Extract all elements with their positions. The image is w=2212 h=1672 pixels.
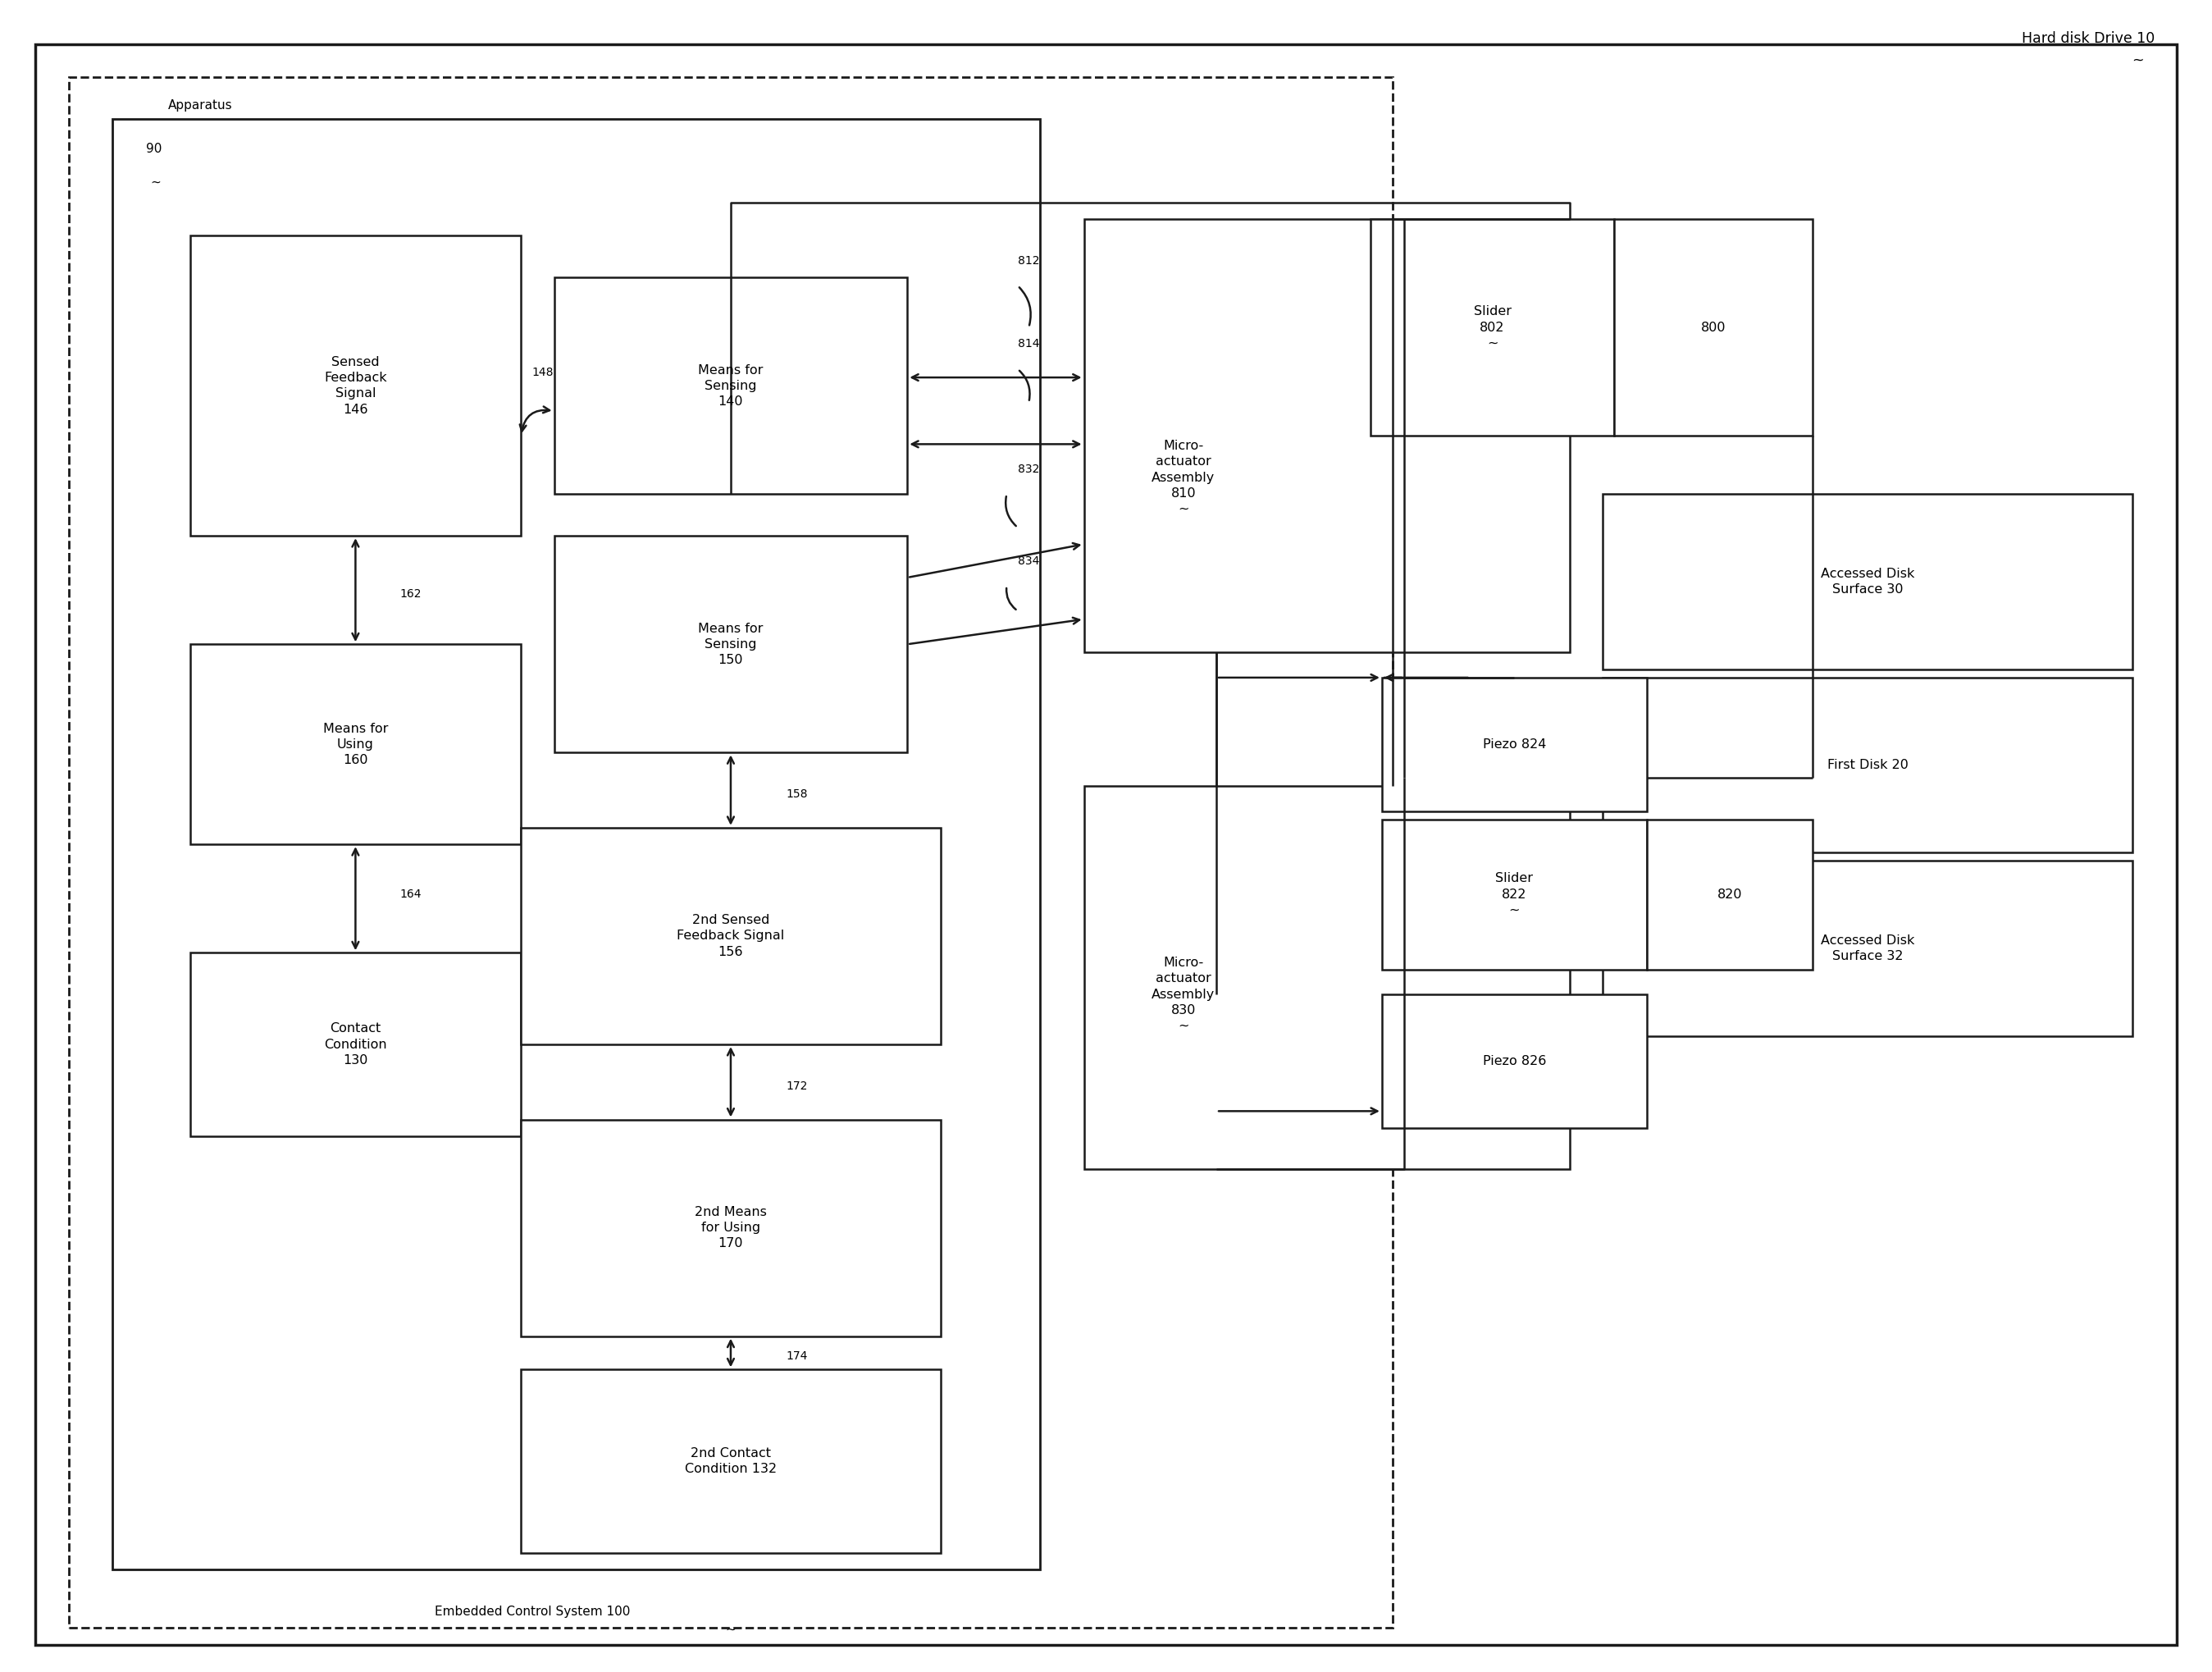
Bar	[522, 1369, 940, 1553]
Bar	[1084, 786, 1571, 1169]
Text: 158: 158	[785, 789, 807, 801]
Bar	[190, 953, 522, 1137]
Text: Piezo 826: Piezo 826	[1482, 1055, 1546, 1067]
Text: 820: 820	[1717, 888, 1743, 901]
Text: 172: 172	[785, 1080, 807, 1092]
Text: 2nd Contact
Condition 132: 2nd Contact Condition 132	[686, 1448, 776, 1475]
Text: 164: 164	[400, 888, 422, 900]
Bar	[190, 644, 522, 844]
Bar	[1604, 861, 2132, 1037]
Bar	[190, 236, 522, 535]
Text: 814: 814	[1018, 338, 1040, 349]
Text: Contact
Condition
130: Contact Condition 130	[323, 1023, 387, 1067]
Bar	[1382, 995, 1646, 1129]
Text: ~: ~	[726, 1624, 737, 1635]
Bar	[555, 278, 907, 495]
Text: Means for
Using
160: Means for Using 160	[323, 722, 387, 766]
Text: 2nd Means
for Using
170: 2nd Means for Using 170	[695, 1206, 768, 1249]
Text: 174: 174	[785, 1351, 807, 1363]
Text: 162: 162	[400, 589, 422, 600]
Text: 832: 832	[1018, 463, 1040, 475]
Text: Piezo 824: Piezo 824	[1482, 737, 1546, 751]
Text: ~: ~	[150, 176, 161, 189]
Text: Apparatus: Apparatus	[168, 100, 232, 112]
Bar	[1604, 495, 2132, 669]
Bar	[1615, 219, 1812, 436]
Text: 148: 148	[533, 366, 553, 378]
Bar	[1382, 677, 1646, 811]
Text: ~: ~	[2132, 54, 2143, 69]
Text: 834: 834	[1018, 555, 1040, 567]
Text: Micro-
actuator
Assembly
830
~: Micro- actuator Assembly 830 ~	[1152, 956, 1214, 1032]
Text: Slider
802
~: Slider 802 ~	[1473, 306, 1511, 349]
Text: Embedded Control System 100: Embedded Control System 100	[434, 1605, 630, 1617]
Text: 90: 90	[146, 142, 161, 155]
Text: 800: 800	[1701, 321, 1725, 334]
Text: Means for
Sensing
150: Means for Sensing 150	[699, 622, 763, 665]
Text: Sensed
Feedback
Signal
146: Sensed Feedback Signal 146	[323, 356, 387, 416]
Bar	[113, 119, 1040, 1570]
Text: Hard disk Drive 10: Hard disk Drive 10	[2022, 32, 2154, 47]
Bar	[1084, 219, 1571, 652]
Text: Accessed Disk
Surface 32: Accessed Disk Surface 32	[1820, 935, 1913, 963]
Text: Micro-
actuator
Assembly
810
~: Micro- actuator Assembly 810 ~	[1152, 440, 1214, 515]
Bar	[69, 77, 1394, 1629]
Bar	[522, 828, 940, 1045]
Text: Means for
Sensing
140: Means for Sensing 140	[699, 364, 763, 408]
Bar	[1382, 819, 1646, 970]
Text: First Disk 20: First Disk 20	[1827, 759, 1909, 771]
Bar	[1371, 219, 1615, 436]
Bar	[555, 535, 907, 752]
Bar	[1604, 677, 2132, 853]
Text: 2nd Sensed
Feedback Signal
156: 2nd Sensed Feedback Signal 156	[677, 915, 785, 958]
Text: Accessed Disk
Surface 30: Accessed Disk Surface 30	[1820, 568, 1913, 595]
Text: 812: 812	[1018, 256, 1040, 266]
Bar	[522, 1120, 940, 1336]
Bar	[1646, 819, 1812, 970]
Text: Slider
822
~: Slider 822 ~	[1495, 873, 1533, 916]
